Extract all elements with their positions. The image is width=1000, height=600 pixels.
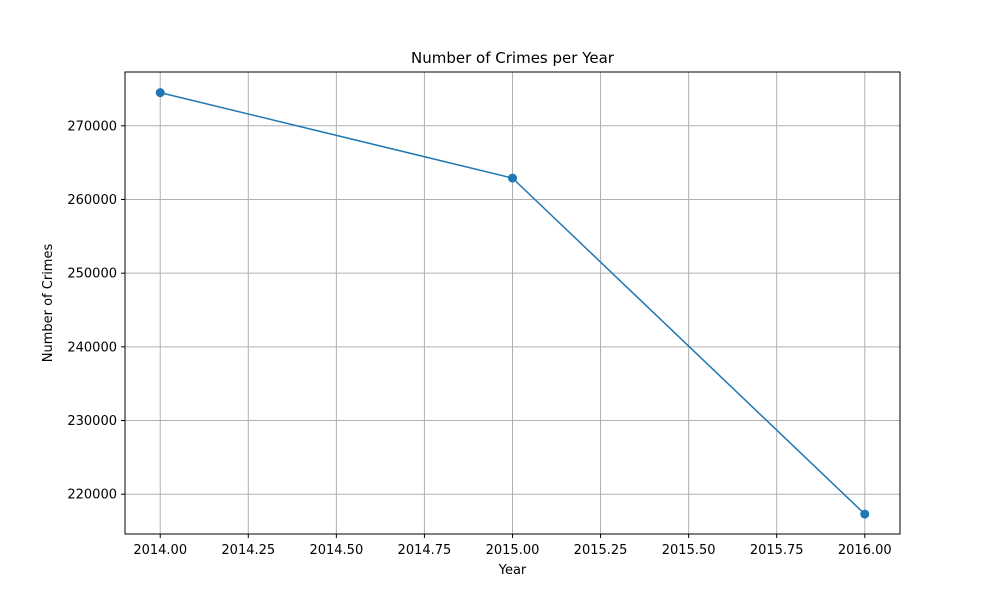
x-tick-label: 2016.00 <box>838 543 892 558</box>
x-tick-label: 2014.25 <box>221 543 275 558</box>
x-tick-label: 2015.00 <box>486 543 540 558</box>
x-tick-label: 2014.50 <box>309 543 363 558</box>
y-tick-label: 230000 <box>67 414 117 429</box>
data-point <box>155 88 165 98</box>
x-axis-label: Year <box>498 563 527 578</box>
y-tick-label: 260000 <box>67 193 117 208</box>
x-tick-label: 2014.75 <box>398 543 452 558</box>
x-tick-label: 2015.50 <box>662 543 716 558</box>
y-tick-label: 250000 <box>67 267 117 282</box>
grid <box>125 72 900 534</box>
data-point <box>860 509 870 519</box>
tick-layer: 2014.00 2014.25 2014.50 2014.75 2015.00 2015.… <box>67 119 891 558</box>
y-tick-label: 240000 <box>67 340 117 355</box>
y-tick-label: 220000 <box>67 488 117 503</box>
x-tick-label: 2015.25 <box>574 543 628 558</box>
data-point <box>508 173 517 183</box>
series-layer <box>155 88 870 519</box>
y-axis-label: Number of Crimes <box>41 244 56 363</box>
x-tick-label: 2014.00 <box>133 543 187 558</box>
chart-title: Number of Crimes per Year <box>411 49 615 67</box>
x-tick-label: 2015.75 <box>750 543 804 558</box>
y-tick-label: 270000 <box>67 119 117 134</box>
